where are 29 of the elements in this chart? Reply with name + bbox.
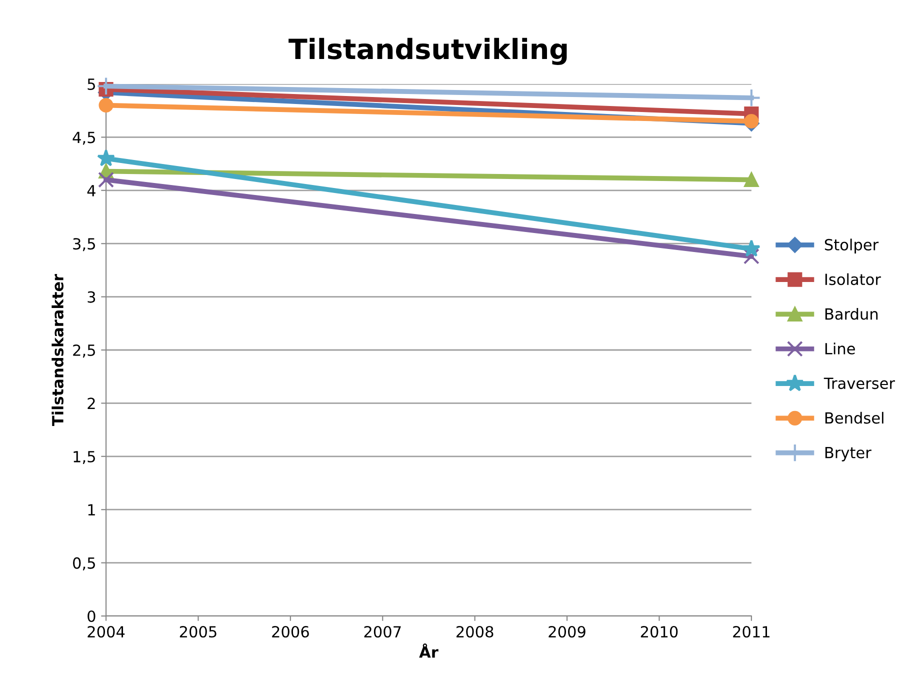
y-tick-label: 1,5 — [74, 451, 95, 464]
y-tick-label: 3 — [88, 291, 96, 303]
y-tick-label: 2 — [88, 398, 95, 410]
y-tick-label: 5 — [88, 78, 95, 90]
legend-label: Bardun — [825, 308, 878, 320]
x-tick-label: 2010 — [640, 626, 678, 638]
y-tick-label: 4 — [87, 185, 96, 196]
x-tick-label: 2009 — [548, 626, 586, 638]
x-tick-label: 2005 — [180, 626, 216, 638]
y-tick-label: 0,5 — [73, 557, 95, 570]
legend-label: Traverser — [824, 378, 896, 390]
x-tick-label: 2006 — [272, 626, 309, 638]
y-tick-label: 4,5 — [72, 132, 95, 145]
x-tick-label: 2007 — [364, 626, 401, 638]
y-tick-label: 1 — [88, 504, 95, 516]
x-axis-title: År — [419, 643, 438, 658]
legend-label: Stolper — [824, 238, 879, 254]
legend-label: Bryter — [825, 447, 872, 462]
legend-label: Bendsel — [825, 412, 884, 424]
legend-label: Line — [825, 342, 855, 354]
x-tick-label: 2004 — [88, 626, 125, 638]
y-tick-label: 3,5 — [73, 238, 95, 252]
x-tick-label: 2008 — [456, 626, 494, 638]
chart-title: Tilstandsutvikling — [288, 38, 567, 65]
y-tick-label: 2,5 — [73, 344, 95, 358]
y-tick-label: 0 — [88, 610, 96, 622]
legend-label: Isolator — [825, 273, 881, 286]
y-axis-title: Tilstandskarakter — [52, 274, 64, 426]
x-tick-label: 2011 — [733, 626, 770, 638]
